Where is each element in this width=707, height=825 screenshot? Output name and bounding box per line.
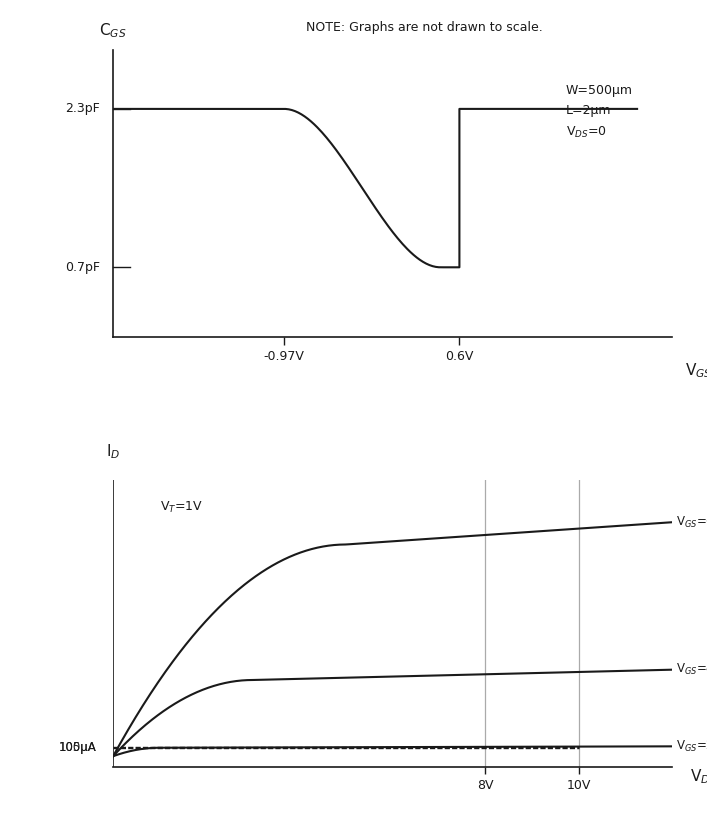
Text: 0.7pF: 0.7pF — [65, 261, 100, 274]
Text: 105μA: 105μA — [59, 741, 97, 754]
Text: W=500μm
L=2μm
V$_{DS}$=0: W=500μm L=2μm V$_{DS}$=0 — [566, 84, 633, 140]
Text: NOTE: Graphs are not drawn to scale.: NOTE: Graphs are not drawn to scale. — [306, 21, 542, 34]
Text: V$_{GS}$=6V: V$_{GS}$=6V — [677, 515, 707, 530]
Text: V$_{GS}$: V$_{GS}$ — [685, 361, 707, 380]
Text: C$_{GS}$: C$_{GS}$ — [100, 21, 127, 40]
Text: 100μA: 100μA — [59, 741, 97, 754]
Text: V$_T$=1V: V$_T$=1V — [160, 499, 203, 515]
Text: V$_{DS}$: V$_{DS}$ — [690, 767, 707, 786]
Text: 2.3pF: 2.3pF — [65, 102, 100, 116]
Text: V$_{GS}$=2V: V$_{GS}$=2V — [677, 739, 707, 754]
Text: V$_{GS}$=4V: V$_{GS}$=4V — [677, 662, 707, 677]
Text: I$_D$: I$_D$ — [106, 442, 120, 461]
